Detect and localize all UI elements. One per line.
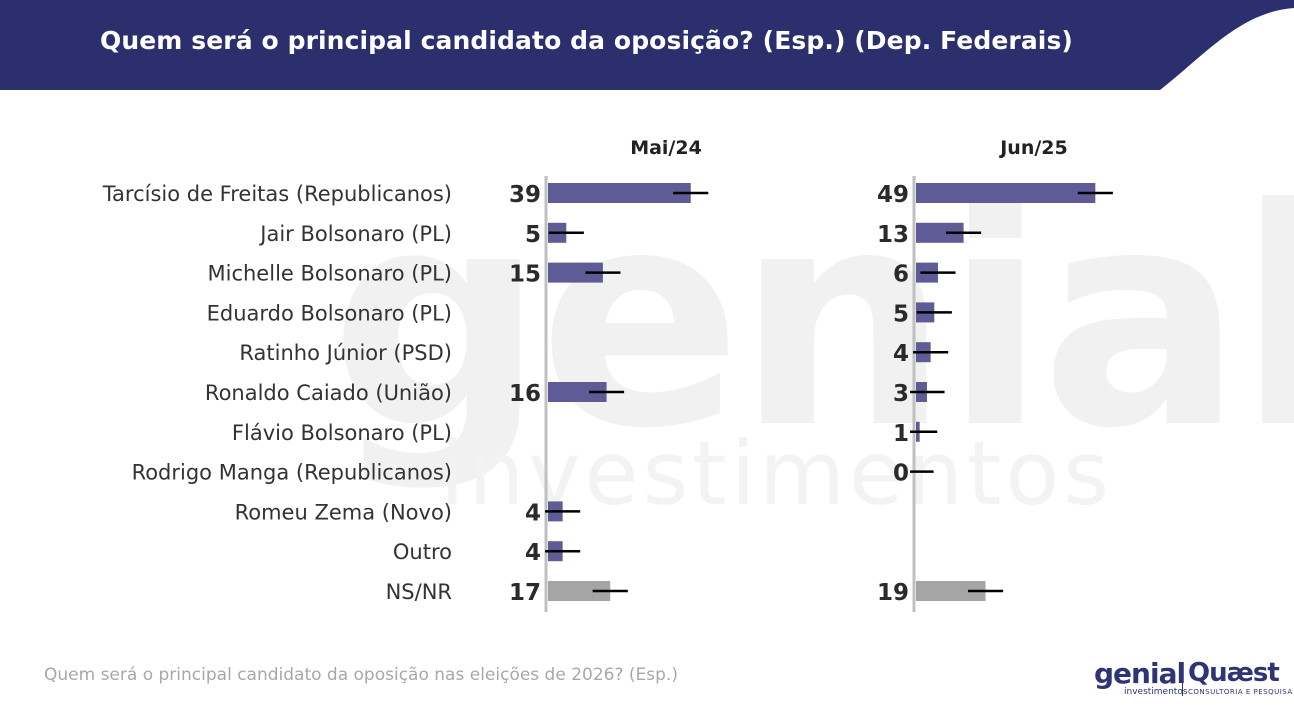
category-label-tarcisio-de-freitas-republicanos: Tarcísio de Freitas (Republicanos) [102, 182, 452, 206]
category-label-flavio-bolsonaro-pl: Flávio Bolsonaro (PL) [232, 421, 452, 445]
bar-jun-25-jair-bolsonaro-pl [916, 222, 964, 243]
bar-jun-25-ns-nr [916, 581, 986, 601]
category-label-rodrigo-manga-republicanos: Rodrigo Manga (Republicanos) [132, 461, 452, 485]
category-label-ns-nr: NS/NR [386, 580, 452, 604]
category-label-outro: Outro [393, 540, 452, 564]
category-label-eduardo-bolsonaro-pl: Eduardo Bolsonaro (PL) [207, 301, 452, 325]
header-background [0, 0, 1294, 90]
value-label-jun-25-tarcisio-de-freitas-republicanos: 49 [877, 182, 909, 208]
page-title: Quem será o principal candidato da oposi… [100, 26, 1073, 55]
bar-mai-24-tarcisio-de-freitas-republicanos [548, 183, 691, 203]
value-label-mai-24-ns-nr: 17 [509, 580, 541, 606]
quaest-logo-subtext: CONSULTORIA E PESQUISA [1188, 688, 1293, 696]
bar-jun-25-tarcisio-de-freitas-republicanos [916, 183, 1096, 203]
bar-chart: Tarcísio de Freitas (Republicanos) Jair B… [102, 137, 1113, 612]
watermark-genial: genial [330, 145, 1294, 494]
value-label-mai-24-michelle-bolsonaro-pl: 15 [509, 262, 541, 288]
value-label-jun-25-ns-nr: 19 [877, 580, 909, 606]
quaest-logo: Quæst CONSULTORIA E PESQUISA [1188, 660, 1293, 696]
value-label-jun-25-jair-bolsonaro-pl: 13 [877, 222, 909, 248]
bar-mai-24-ns-nr [548, 581, 611, 601]
series-header-mai-24: Mai/24 [630, 137, 702, 159]
category-label-ratinho-junior-psd: Ratinho Júnior (PSD) [239, 341, 452, 365]
logo-divider [1182, 662, 1183, 696]
series-header-jun-25: Jun/25 [998, 137, 1068, 159]
value-label-jun-25-michelle-bolsonaro-pl: 6 [893, 262, 909, 288]
value-label-jun-25-ronaldo-caiado-uniao: 3 [893, 381, 909, 407]
value-label-jun-25-eduardo-bolsonaro-pl: 5 [893, 301, 909, 327]
category-label-romeu-zema-novo: Romeu Zema (Novo) [235, 500, 452, 524]
value-label-jun-25-flavio-bolsonaro-pl: 1 [893, 421, 909, 447]
value-label-mai-24-outro: 4 [525, 540, 541, 566]
footer-question: Quem será o principal candidato da oposi… [44, 665, 678, 685]
value-label-mai-24-romeu-zema-novo: 4 [525, 500, 541, 526]
bar-mai-24-ronaldo-caiado-uniao [548, 382, 607, 402]
genial-logo-subtext: investimentos [1124, 687, 1188, 697]
genial-logo-text: genial [1094, 657, 1186, 690]
quaest-logo-text: Quæst [1188, 658, 1280, 688]
category-label-jair-bolsonaro-pl: Jair Bolsonaro (PL) [258, 222, 452, 246]
value-label-mai-24-ronaldo-caiado-uniao: 16 [509, 381, 541, 407]
value-label-jun-25-rodrigo-manga-republicanos: 0 [893, 461, 909, 487]
value-label-mai-24-tarcisio-de-freitas-republicanos: 39 [509, 182, 541, 208]
category-label-michelle-bolsonaro-pl: Michelle Bolsonaro (PL) [208, 262, 453, 286]
bar-mai-24-michelle-bolsonaro-pl [548, 262, 603, 283]
value-label-jun-25-ratinho-junior-psd: 4 [893, 341, 909, 367]
genial-logo: genial investimentos [1094, 660, 1188, 697]
category-label-ronaldo-caiado-uniao: Ronaldo Caiado (União) [205, 381, 452, 405]
header-banner: Quem será o principal candidato da oposi… [0, 0, 1294, 90]
value-label-mai-24-jair-bolsonaro-pl: 5 [525, 222, 541, 248]
